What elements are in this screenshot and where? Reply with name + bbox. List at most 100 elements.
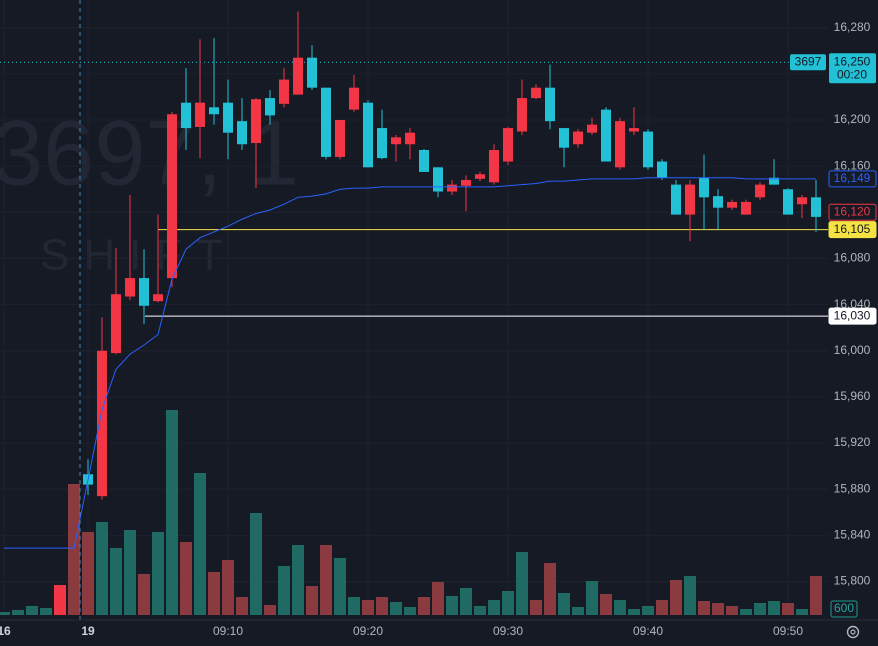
candle-body	[587, 124, 597, 133]
volume-bar	[446, 596, 458, 615]
volume-bar	[0, 612, 10, 615]
volume-bar	[782, 603, 794, 615]
y-tick-label: 16,280	[834, 20, 871, 34]
volume-bar	[40, 608, 52, 615]
candle-body	[601, 109, 611, 162]
candle-body	[671, 184, 681, 215]
candle-body	[125, 278, 135, 297]
volume-bar	[726, 606, 738, 615]
candle-body	[335, 120, 345, 157]
volume-bar	[54, 585, 66, 615]
x-tick-label: 09:20	[353, 624, 383, 638]
y-tick-label: 16,080	[834, 251, 871, 265]
volume-bar	[614, 600, 626, 615]
volume-bar	[278, 566, 290, 615]
candle-body	[195, 102, 205, 127]
candle-body	[111, 294, 121, 354]
y-tick-label: 15,880	[834, 481, 871, 495]
vwap-line	[4, 177, 816, 549]
volume-bar	[768, 601, 780, 615]
volume-label: 600	[834, 601, 854, 615]
candle-body	[657, 161, 667, 178]
candle-body	[405, 132, 415, 145]
volume-bar	[558, 593, 570, 615]
vwap-label: 16,149	[834, 171, 871, 185]
watermark: 3697, 1	[0, 102, 299, 204]
candle-body	[615, 121, 625, 168]
volume-bar	[810, 576, 822, 615]
candle-body	[573, 131, 583, 145]
candle-body	[629, 128, 639, 132]
candle-body	[769, 177, 779, 185]
volume-bar	[68, 484, 80, 615]
volume-bar	[628, 609, 640, 615]
volume-bar	[334, 558, 346, 615]
volume-bar	[530, 600, 542, 615]
volume-bar	[264, 605, 276, 615]
candle-body	[461, 180, 471, 186]
candle-body	[783, 189, 793, 215]
volume-bar	[572, 607, 584, 615]
candle-body	[643, 131, 653, 168]
x-tick-label: 09:10	[213, 624, 243, 638]
x-tick-label: 19	[81, 624, 95, 638]
volume-bar	[544, 563, 556, 615]
volume-bar	[684, 576, 696, 615]
volume-bar	[348, 597, 360, 615]
volume-bar	[124, 530, 136, 615]
candle-body	[307, 57, 317, 88]
x-tick-label: 09:40	[633, 624, 663, 638]
gear[interactable]	[846, 625, 860, 639]
volume-bar	[516, 552, 528, 615]
volume-bar	[250, 513, 262, 615]
candle-body	[559, 128, 569, 148]
vwap-box	[828, 170, 877, 188]
volume-bar	[656, 600, 668, 615]
level-label: 16,105	[834, 222, 871, 236]
volume-bar	[712, 603, 724, 615]
volume-bar	[404, 607, 416, 615]
candle-body	[811, 197, 821, 217]
volume-bar	[418, 597, 430, 615]
x-tick-label: 16	[0, 624, 11, 638]
candle-body	[419, 150, 429, 172]
candle-body	[391, 137, 401, 145]
candle-body	[545, 87, 555, 122]
candle-body	[97, 350, 107, 497]
candle-body	[489, 150, 499, 183]
y-tick-label: 16,160	[834, 158, 871, 172]
candle-body	[237, 121, 247, 145]
volume-bar	[796, 609, 808, 615]
settings-icon[interactable]	[846, 625, 860, 639]
volume-bar	[754, 603, 766, 615]
gear-hub[interactable]	[850, 629, 856, 635]
y-tick-label: 15,920	[834, 435, 871, 449]
candle-body	[531, 87, 541, 99]
volume-bar	[26, 606, 38, 615]
candle-body	[265, 98, 275, 116]
marker-box	[828, 203, 877, 221]
volume-label-box	[830, 600, 858, 618]
volume-bar	[306, 586, 318, 615]
y-tick-label: 16,000	[834, 343, 871, 357]
volume-bar	[474, 606, 486, 615]
volume-bar	[96, 522, 108, 615]
volume-bar	[152, 532, 164, 615]
last-price-label: 16,250	[834, 54, 871, 68]
candle-body	[433, 167, 443, 192]
volume-bar	[320, 545, 332, 615]
candle-body	[699, 177, 709, 198]
volume-bar	[12, 610, 24, 615]
candle-body	[377, 128, 387, 159]
volume-bar	[460, 588, 472, 615]
level-label: 16,030	[834, 308, 871, 322]
candle-body	[503, 128, 513, 162]
candle-body	[685, 184, 695, 215]
volume-bar	[138, 574, 150, 615]
candle-body	[727, 201, 737, 208]
volume-bar	[208, 572, 220, 615]
volume-bar	[82, 532, 94, 615]
volume-bar	[194, 473, 206, 615]
level-box	[828, 221, 877, 239]
